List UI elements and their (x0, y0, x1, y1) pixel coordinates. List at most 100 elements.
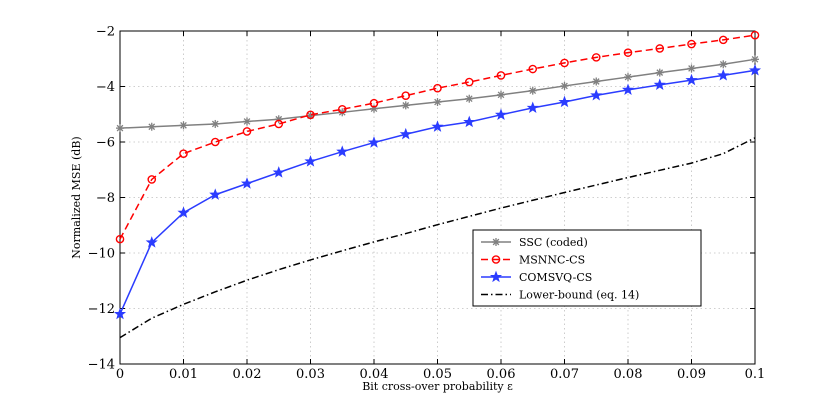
data-point-marker (591, 53, 601, 62)
data-point-marker (240, 177, 254, 189)
data-point-marker (147, 175, 157, 184)
data-point-marker (367, 136, 381, 148)
data-point-marker (209, 188, 222, 200)
series-0 (116, 55, 759, 133)
data-point-marker (243, 117, 251, 126)
data-point-marker (526, 101, 539, 114)
data-point-marker (306, 110, 315, 120)
data-point-marker (177, 206, 190, 218)
data-point-marker (210, 137, 220, 147)
data-point-marker (560, 58, 569, 68)
x-tick-label: 0.04 (360, 367, 389, 382)
data-point-marker (115, 234, 125, 244)
data-point-marker (337, 104, 347, 114)
data-point-marker (433, 98, 442, 107)
data-point-marker (464, 77, 474, 87)
y-tick-label: −6 (96, 136, 115, 151)
data-point-marker (497, 90, 505, 99)
marker-stroke (656, 69, 664, 76)
marker-stroke (529, 87, 537, 95)
marker-stroke (492, 238, 500, 246)
marker-stroke (180, 122, 187, 129)
marker-stroke (624, 73, 632, 81)
marker-stroke (148, 123, 156, 131)
axis-ticks: 0 0.01 0.02 0.03 0.04 0.05 0.06 0.07 0.08 0.09 0.1… (88, 25, 766, 383)
data-point-marker (719, 60, 728, 69)
data-point-marker (653, 78, 666, 90)
data-point-marker (401, 101, 410, 110)
data-point-marker (590, 89, 603, 101)
data-point-marker (528, 64, 538, 74)
data-point-marker (369, 98, 379, 108)
data-point-marker (399, 127, 412, 140)
data-point-marker (336, 145, 349, 157)
series-2 (113, 64, 762, 320)
legend-entry: MSNNC-CS (481, 254, 585, 267)
y-tick-label: −12 (88, 302, 115, 317)
x-tick-label: 0.03 (296, 367, 325, 382)
marker-stroke (211, 120, 219, 128)
data-point-marker (465, 94, 474, 103)
data-point-marker (685, 73, 698, 86)
y-tick-label: −4 (96, 80, 115, 95)
marker-stroke (688, 65, 695, 72)
x-tick-label: 0.02 (233, 367, 262, 382)
x-tick-label: 0.1 (745, 367, 766, 382)
x-tick-label: 0 (116, 367, 124, 382)
data-point-marker (621, 83, 635, 95)
series-line (119, 34, 756, 240)
data-point-marker (750, 30, 760, 40)
x-tick-label: 0.06 (487, 367, 516, 382)
data-point-marker (492, 238, 500, 246)
legend-label: Lower-bound (eq. 14) (519, 289, 639, 302)
data-point-marker (751, 55, 759, 64)
data-point-marker (179, 149, 188, 158)
marker-stroke (434, 98, 441, 106)
legend-entry: Lower-bound (eq. 14) (481, 289, 639, 302)
legend-label: SSC (coded) (519, 236, 588, 249)
marker-stroke (243, 118, 251, 125)
marker-stroke (719, 60, 727, 68)
legend-entry: COMSVQ-CS (481, 270, 592, 284)
series-3 (119, 137, 756, 339)
data-point-marker (463, 115, 476, 128)
legend-label: MSNNC-CS (519, 254, 585, 267)
y-axis-label: Normalized MSE (dB) (70, 136, 83, 258)
marker-stroke (561, 82, 568, 90)
data-point-marker (272, 166, 285, 178)
y-tick-label: −14 (88, 358, 115, 373)
data-point-marker (558, 95, 571, 108)
y-tick-label: −10 (88, 247, 115, 262)
data-point-marker (687, 64, 696, 73)
x-axis-label: Bit cross-over probability ε (362, 380, 513, 393)
data-point-marker (592, 77, 601, 86)
legend: SSC (coded) MSNNC-CS COMSVQ-CS Lower-bound … (472, 229, 702, 307)
y-tick-label: −2 (96, 25, 115, 40)
data-point-marker (489, 270, 503, 283)
data-point-marker (748, 64, 762, 76)
data-point-marker (116, 124, 124, 133)
data-point-marker (496, 71, 506, 80)
data-point-marker (145, 236, 158, 248)
y-tick-label: −8 (96, 191, 115, 206)
x-tick-label: 0.08 (614, 367, 643, 382)
series-line (119, 137, 756, 339)
marker-stroke (402, 102, 410, 109)
data-point-marker (147, 122, 156, 131)
data-point-marker (431, 120, 444, 132)
data-point-marker (433, 83, 442, 93)
x-tick-label: 0.09 (677, 367, 706, 382)
series-group (113, 30, 762, 339)
data-point-marker (528, 86, 537, 95)
legend-entry: SSC (coded) (481, 236, 588, 249)
data-point-marker (211, 119, 220, 128)
x-tick-label: 0.05 (423, 367, 452, 382)
series-1 (115, 30, 760, 244)
marker-stroke (751, 55, 759, 63)
marker-stroke (497, 91, 505, 99)
data-point-marker (560, 81, 569, 90)
marker-stroke (116, 124, 124, 132)
data-point-marker (494, 108, 508, 120)
